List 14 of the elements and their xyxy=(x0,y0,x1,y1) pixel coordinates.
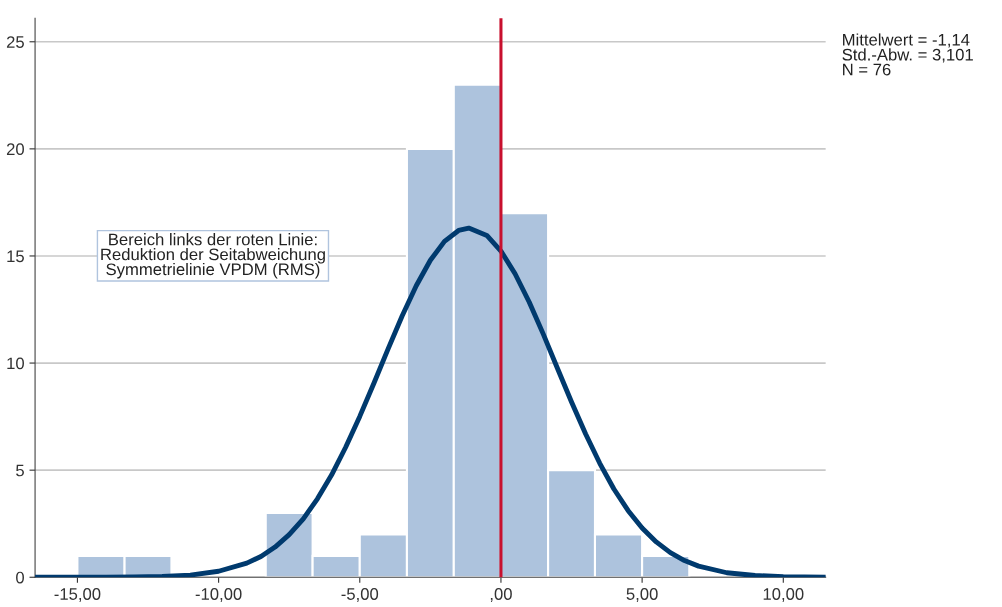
y-tick-label: 20 xyxy=(6,143,24,156)
y-tick-label: 0 xyxy=(16,571,24,584)
x-tick-label: -10,00 xyxy=(195,588,242,602)
text: Mittelwert = -1,14 Std.-Abw. = 3,101 N = 76 xyxy=(842,33,973,76)
y-tick-label: 5 xyxy=(16,464,24,477)
x-tick-label: 5,00 xyxy=(626,588,658,602)
x-tick-label: ,00 xyxy=(490,588,512,602)
y-tick-label: 10 xyxy=(7,357,24,370)
x-tick-label: -5,00 xyxy=(341,588,379,602)
x-tick-label: -15,00 xyxy=(54,588,101,602)
annotation: Bereich links der roten Linie: Reduktion der Seitabweichung Symmetrielinie VPDM (RMS) xyxy=(101,233,325,279)
y-tick-label: 25 xyxy=(6,36,24,48)
x-tick-label: 10,00 xyxy=(763,588,804,602)
y-tick-label: 15 xyxy=(7,250,24,263)
